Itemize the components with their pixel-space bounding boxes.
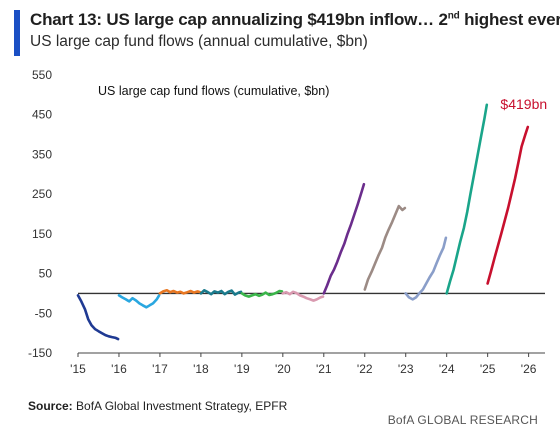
source-note: Source: BofA Global Investment Strategy,… bbox=[28, 399, 288, 413]
chart-subtitle: US large cap fund flows (annual cumulati… bbox=[30, 33, 368, 50]
y-tick-label-5: 50 bbox=[39, 267, 53, 281]
y-tick-label-1: 450 bbox=[32, 108, 52, 122]
chart-title: Chart 13: US large cap annualizing $419b… bbox=[30, 10, 560, 29]
label-layer: US large cap fund flows (cumulative, $bn… bbox=[98, 84, 547, 112]
x-tick-label-5: '20 bbox=[275, 362, 291, 376]
annotation-label: $419bn bbox=[500, 96, 547, 112]
series-line-2016 bbox=[117, 294, 161, 309]
x-tick-label-4: '19 bbox=[234, 362, 250, 376]
y-tick-label-7: -150 bbox=[28, 346, 52, 360]
x-tick-label-3: '18 bbox=[193, 362, 209, 376]
x-tick-label-0: '15 bbox=[70, 362, 86, 376]
series-line-2021 bbox=[322, 182, 366, 295]
title-accent-bar bbox=[14, 10, 20, 56]
y-tick-label-2: 350 bbox=[32, 147, 52, 161]
x-tick-label-11: '26 bbox=[521, 362, 537, 376]
brand-label: BofA GLOBAL RESEARCH bbox=[387, 413, 538, 427]
series-line-2015 bbox=[76, 294, 120, 341]
x-axis: '15 '16 '17 '18 '19 '20 '21 '22 '23 '24 '25 '26 bbox=[70, 352, 545, 376]
y-tick-label-3: 250 bbox=[32, 187, 52, 201]
series-line-2022 bbox=[363, 204, 407, 291]
series-line-2020 bbox=[281, 290, 325, 302]
series-line-2024 bbox=[445, 103, 489, 295]
series-line-2018 bbox=[199, 289, 243, 296]
y-tick-label-6: -50 bbox=[35, 306, 53, 320]
x-tick-label-1: '16 bbox=[111, 362, 127, 376]
x-tick-label-7: '22 bbox=[357, 362, 373, 376]
series-line-2017 bbox=[158, 289, 202, 295]
x-tick-label-8: '23 bbox=[398, 362, 414, 376]
x-tick-label-6: '21 bbox=[316, 362, 332, 376]
series-line-2023 bbox=[404, 236, 448, 301]
series-layer bbox=[76, 103, 530, 341]
y-axis: 550 450 350 250 150 50 -50 -150 bbox=[28, 68, 545, 360]
series-line-2025 bbox=[486, 125, 530, 285]
x-tick-label-2: '17 bbox=[152, 362, 168, 376]
series-line-2019 bbox=[240, 289, 284, 298]
y-tick-label-0: 550 bbox=[32, 68, 52, 82]
inner-chart-title: US large cap fund flows (cumulative, $bn… bbox=[98, 84, 329, 98]
y-tick-label-4: 150 bbox=[32, 227, 52, 241]
x-tick-label-10: '25 bbox=[480, 362, 496, 376]
x-tick-label-9: '24 bbox=[439, 362, 455, 376]
